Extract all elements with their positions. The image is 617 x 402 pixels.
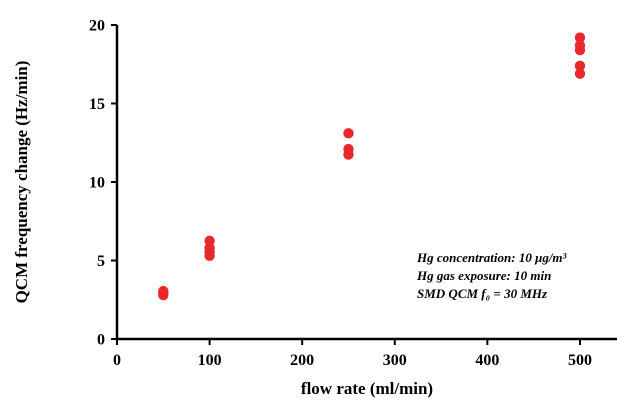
ticks: 0 100 200 300 400 500 0 5 10 15 20 xyxy=(89,18,592,370)
x-axis-title: flow rate (ml/min) xyxy=(301,379,433,398)
annotation-box: Hg concentration: 10 μg/m³ Hg gas exposu… xyxy=(416,250,568,301)
x-tick-label: 400 xyxy=(475,352,499,369)
data-point xyxy=(574,32,586,43)
data-points xyxy=(158,32,586,301)
x-tick-label: 500 xyxy=(568,352,592,369)
y-tick-label: 5 xyxy=(97,253,105,270)
y-tick-label: 10 xyxy=(89,175,105,192)
annotation-line: SMD QCM f₀ = 30 MHz xyxy=(417,286,548,301)
y-tick-label: 0 xyxy=(97,332,105,349)
x-tick-label: 0 xyxy=(113,352,121,369)
data-point xyxy=(158,285,169,297)
annotation-line: Hg concentration: 10 μg/m³ xyxy=(416,250,568,265)
x-tick-label: 200 xyxy=(290,352,314,369)
x-tick-label: 300 xyxy=(383,352,407,369)
data-point xyxy=(343,128,354,139)
y-tick-label: 15 xyxy=(89,96,105,113)
x-tick-label: 100 xyxy=(198,352,222,369)
data-point xyxy=(343,143,354,155)
data-point xyxy=(574,40,586,51)
data-point xyxy=(574,60,586,72)
annotation-line: Hg gas exposure: 10 min xyxy=(416,268,551,283)
data-point xyxy=(204,235,215,247)
y-axis-title: QCM frequency change (Hz/min) xyxy=(12,61,31,304)
data-point xyxy=(574,68,586,79)
y-tick-label: 20 xyxy=(89,18,105,35)
